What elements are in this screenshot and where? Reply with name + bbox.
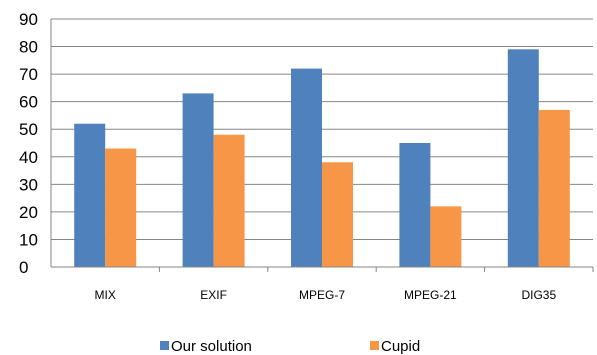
bar-cupid-mix <box>105 148 137 267</box>
y-tick-label: 60 <box>19 93 38 112</box>
x-tick-label: EXIF <box>200 288 227 302</box>
axes <box>50 19 594 272</box>
y-tick-label: 50 <box>19 120 38 139</box>
y-tick-label: 40 <box>19 148 38 167</box>
y-tick-label: 20 <box>19 203 38 222</box>
y-tick-label: 30 <box>19 175 38 194</box>
y-tick-label: 90 <box>19 10 38 29</box>
y-tick-label: 0 <box>19 258 28 277</box>
y-tick-label: 80 <box>19 38 38 57</box>
x-tick-label: MIX <box>95 288 116 302</box>
bar-our-solution-mpeg-7 <box>291 68 322 267</box>
legend: Our solution Cupid <box>160 338 420 355</box>
bar-cupid-mpeg-7 <box>322 162 353 267</box>
bar-our-solution-mix <box>74 123 106 267</box>
y-axis-ticks: 0 10 20 30 40 50 60 70 80 90 <box>19 10 38 277</box>
legend-swatch-cupid <box>370 341 379 350</box>
bar-cupid-exif <box>213 134 245 267</box>
y-tick-label: 70 <box>19 65 38 84</box>
x-tick-label: DIG35 <box>521 288 556 302</box>
bar-cupid-mpeg-21 <box>430 206 462 267</box>
bar-our-solution-exif <box>182 93 214 268</box>
bars <box>74 49 570 268</box>
bar-cupid-dig35 <box>538 109 570 267</box>
x-axis-labels: MIX EXIF MPEG-7 MPEG-21 DIG35 <box>95 288 557 302</box>
legend-swatch-our-solution <box>160 341 169 350</box>
bar-our-solution-dig35 <box>507 49 539 267</box>
x-tick-label: MPEG-7 <box>299 288 345 302</box>
legend-label: Our solution <box>171 338 252 355</box>
y-tick-label: 10 <box>19 230 38 249</box>
x-tick-label: MPEG-21 <box>404 288 457 302</box>
bar-our-solution-mpeg-21 <box>399 143 431 267</box>
legend-label: Cupid <box>381 338 420 355</box>
